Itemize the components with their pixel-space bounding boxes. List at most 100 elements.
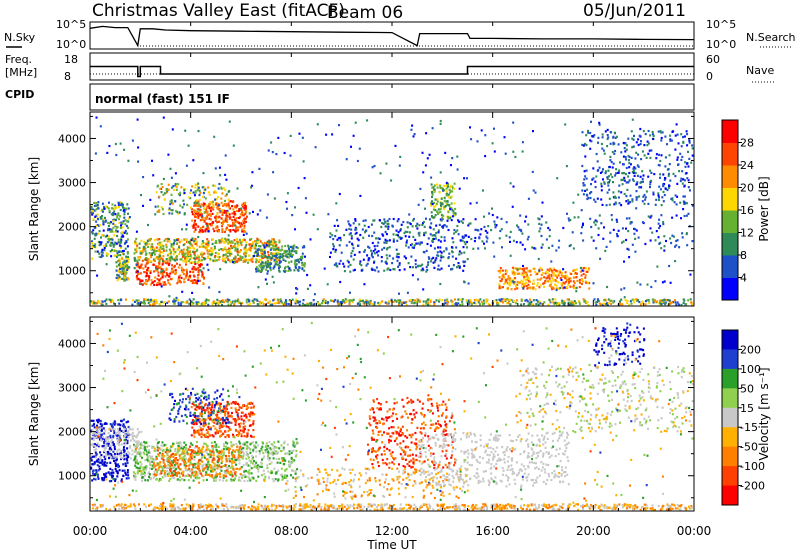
data-point xyxy=(555,288,558,292)
data-point xyxy=(469,300,472,304)
data-point xyxy=(305,211,308,214)
data-point xyxy=(583,170,586,173)
data-point xyxy=(433,260,436,264)
data-point xyxy=(688,157,691,160)
data-point xyxy=(679,505,682,508)
data-point xyxy=(123,266,126,269)
data-point xyxy=(437,508,439,512)
data-point xyxy=(516,280,519,283)
data-point xyxy=(138,258,141,261)
data-point xyxy=(175,188,178,191)
data-point xyxy=(241,302,244,305)
data-point xyxy=(195,268,198,271)
data-point xyxy=(100,251,103,254)
data-point xyxy=(205,247,208,250)
data-point xyxy=(477,301,480,304)
data-point xyxy=(431,200,433,203)
data-point xyxy=(383,218,386,221)
data-point xyxy=(205,216,208,219)
data-point xyxy=(123,148,126,151)
freq-tick-top: 18 xyxy=(64,53,78,66)
data-point xyxy=(582,239,585,242)
data-point xyxy=(300,255,302,259)
data-point xyxy=(642,180,644,183)
data-point xyxy=(244,207,247,210)
data-point xyxy=(237,228,239,232)
data-point xyxy=(436,186,439,189)
data-point xyxy=(258,238,261,241)
data-point xyxy=(629,300,632,303)
data-point xyxy=(266,240,269,243)
data-point xyxy=(458,265,461,268)
data-point xyxy=(149,254,152,257)
data-point xyxy=(312,213,315,216)
data-point xyxy=(192,298,195,301)
data-point xyxy=(541,504,544,507)
data-point xyxy=(278,239,281,242)
data-point xyxy=(107,224,110,228)
data-point xyxy=(628,179,631,182)
data-point xyxy=(234,242,237,245)
data-point xyxy=(201,240,204,243)
data-point xyxy=(239,250,242,253)
data-point xyxy=(656,265,659,268)
data-point xyxy=(594,503,597,507)
data-point xyxy=(123,207,126,210)
data-point xyxy=(369,301,372,304)
data-point xyxy=(500,217,503,220)
data-point xyxy=(483,302,486,305)
data-point xyxy=(245,210,248,213)
data-point xyxy=(688,141,691,144)
data-point xyxy=(158,253,161,256)
data-point xyxy=(316,228,319,231)
data-point xyxy=(204,303,206,306)
data-point xyxy=(613,152,616,155)
data-point xyxy=(93,204,96,207)
data-point xyxy=(172,185,175,188)
data-point xyxy=(385,260,388,263)
data-point xyxy=(422,303,425,306)
data-point xyxy=(119,260,122,263)
data-point xyxy=(341,503,344,506)
data-point xyxy=(193,204,196,207)
data-point xyxy=(515,302,518,305)
data-point xyxy=(373,301,376,304)
data-point xyxy=(193,266,196,269)
data-point xyxy=(274,508,277,511)
data-point xyxy=(228,213,231,216)
data-point xyxy=(189,507,192,510)
data-point xyxy=(189,275,192,278)
data-point xyxy=(95,232,98,235)
data-point xyxy=(250,508,252,511)
data-point xyxy=(357,244,360,247)
data-point xyxy=(649,216,652,219)
data-point xyxy=(647,202,650,205)
data-point xyxy=(120,503,123,506)
data-point xyxy=(215,201,218,205)
data-point xyxy=(552,267,555,270)
data-point xyxy=(246,249,249,252)
data-point xyxy=(222,211,224,214)
data-point xyxy=(197,130,200,133)
data-point xyxy=(135,230,138,233)
data-point xyxy=(127,258,130,261)
data-point xyxy=(229,247,231,250)
data-point xyxy=(117,212,120,215)
data-point xyxy=(390,298,393,301)
data-point xyxy=(124,269,127,272)
data-point xyxy=(289,509,292,512)
data-point xyxy=(221,503,224,506)
data-point xyxy=(216,298,219,301)
data-point xyxy=(237,209,240,213)
data-point xyxy=(397,265,400,268)
data-point xyxy=(184,276,187,279)
data-point xyxy=(127,217,130,220)
data-point xyxy=(597,136,600,139)
data-point xyxy=(190,279,193,282)
data-point xyxy=(120,263,123,266)
data-point xyxy=(610,299,613,302)
data-point xyxy=(406,291,409,294)
data-point xyxy=(105,298,108,301)
data-point xyxy=(473,301,476,304)
data-point xyxy=(240,249,242,252)
